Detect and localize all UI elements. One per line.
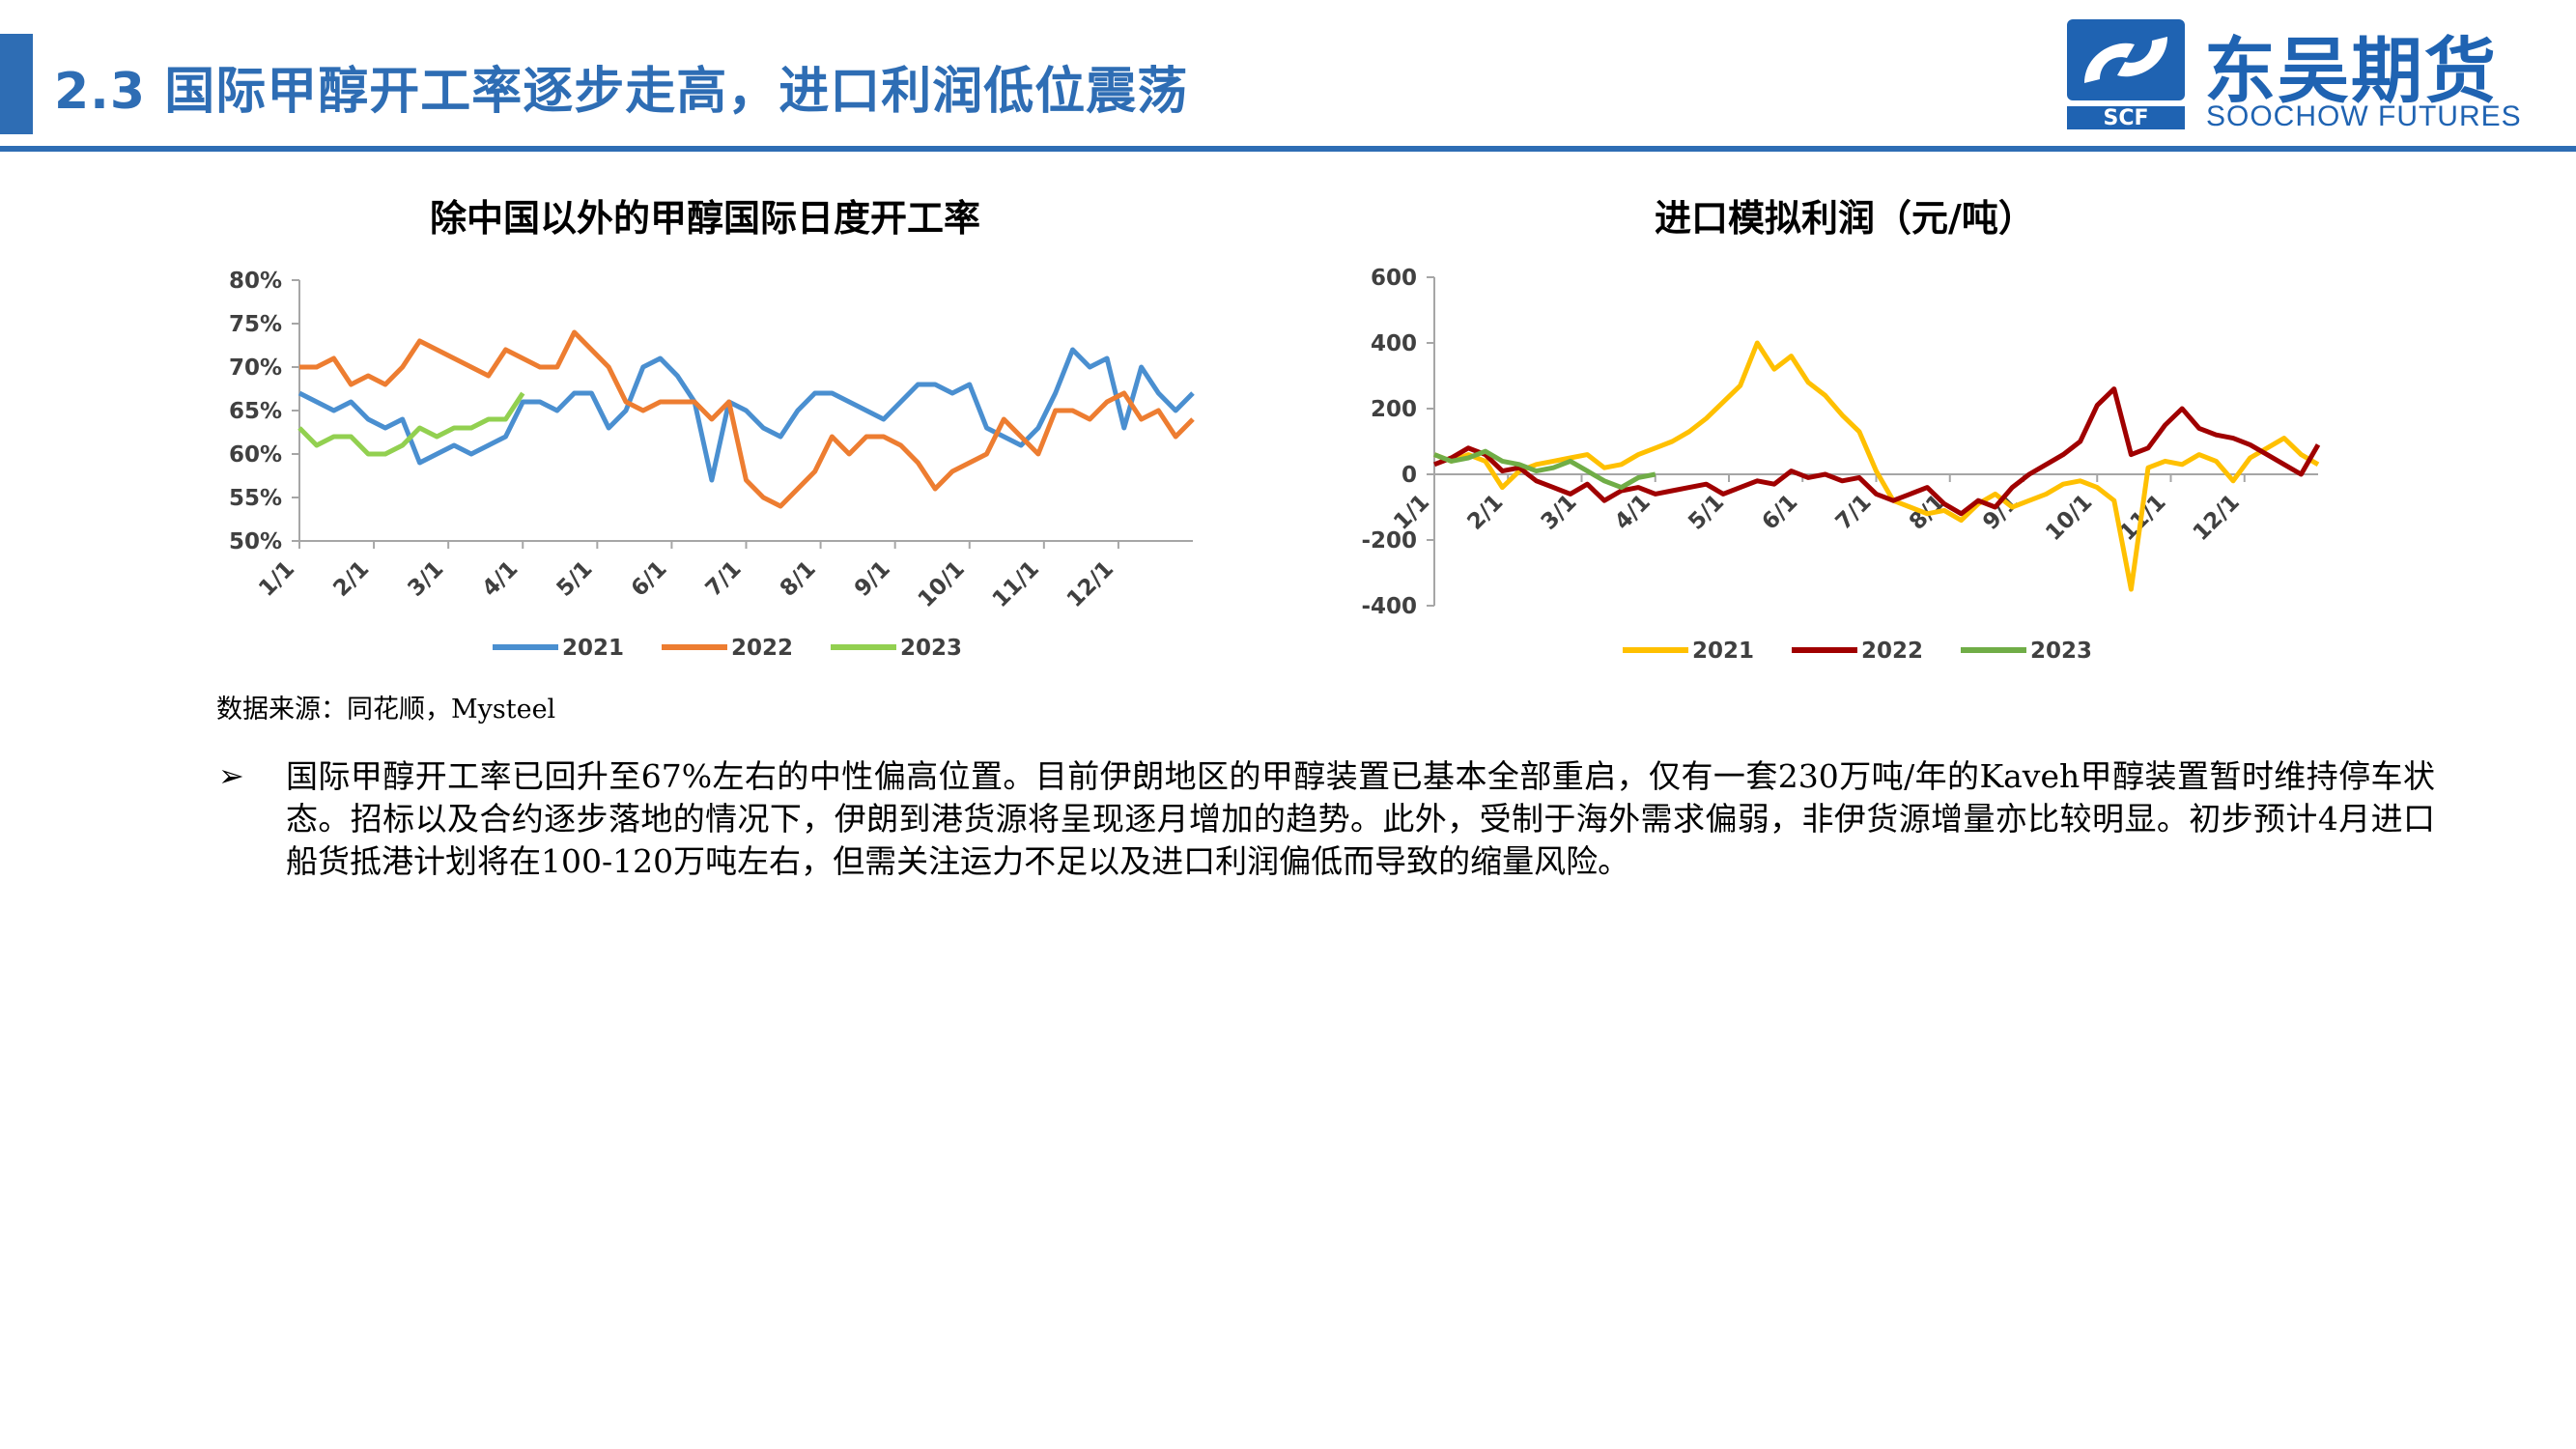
x-tick-label: 12/1 xyxy=(2189,490,2245,546)
legend-label: 2023 xyxy=(900,636,962,661)
y-tick-label: 60% xyxy=(229,442,282,468)
page-title: 2.3 国际甲醇开工率逐步走高，进口利润低位震荡 xyxy=(54,63,1189,121)
arrow-bullet-icon: ➢ xyxy=(218,757,244,794)
y-tick-label: 200 xyxy=(1371,397,1417,422)
series-line-2022 xyxy=(1433,386,2321,517)
title-accent-bar xyxy=(0,34,33,134)
x-tick-label: 9/1 xyxy=(850,556,895,602)
data-source: 数据来源：同花顺，Mysteel xyxy=(216,695,556,724)
y-tick-label: 0 xyxy=(1401,463,1417,488)
x-tick-label: 11/1 xyxy=(988,556,1044,612)
legend-label: 2021 xyxy=(562,636,624,661)
y-tick-label: 65% xyxy=(229,399,282,424)
logo-mark-text: SCF xyxy=(2103,106,2148,130)
y-tick-label: 70% xyxy=(229,355,282,381)
x-tick-label: 6/1 xyxy=(627,556,672,602)
x-tick-label: 6/1 xyxy=(1758,490,1803,535)
scf-logo-icon: SCF xyxy=(2067,19,2185,130)
company-logo: SCF 东吴期货 SOOCHOW FUTURES xyxy=(2067,14,2560,133)
x-tick-label: 10/1 xyxy=(914,556,970,612)
legend-label: 2021 xyxy=(1692,639,1754,664)
y-tick-label: 600 xyxy=(1371,266,1417,291)
series-line-2023 xyxy=(297,391,525,457)
y-tick-label: 50% xyxy=(229,529,282,554)
chart-import-profit: 进口模拟利润（元/吨） 600 400 200 0 -200 -400 1/1 2/1 3/1 4… xyxy=(1333,188,2357,671)
x-tick-label: 5/1 xyxy=(552,556,598,602)
x-tick-label: 7/1 xyxy=(1831,490,1877,535)
logo-chinese-name: 东吴期货 xyxy=(2204,30,2498,113)
x-tick-label: 1/1 xyxy=(254,556,299,602)
chart-operating-rate: 除中国以外的甲醇国际日度开工率 80% 75% 70% 65% 60% 55% 50% 1/1… xyxy=(193,188,1217,671)
x-tick-label: 4/1 xyxy=(1610,490,1656,535)
y-tick-label: 75% xyxy=(229,312,282,337)
legend-label: 2022 xyxy=(731,636,793,661)
y-tick-label: 400 xyxy=(1371,331,1417,356)
x-tick-label: 8/1 xyxy=(776,556,821,602)
x-tick-label: 12/1 xyxy=(1062,556,1118,612)
chart-title: 除中国以外的甲醇国际日度开工率 xyxy=(429,197,980,240)
y-tick-label: -400 xyxy=(1361,594,1417,619)
chart-operating-rate-plot: 80% 75% 70% 65% 60% 55% 50%1/1 2/1 3/1 4/1 5/1 6/1 7… xyxy=(229,269,1195,661)
series-line-2022 xyxy=(299,329,1195,509)
legend-label: 2022 xyxy=(1861,639,1923,664)
x-tick-label: 10/1 xyxy=(2041,490,2097,546)
header-divider xyxy=(0,146,2576,152)
x-tick-label: 3/1 xyxy=(1537,490,1582,535)
x-tick-label: 7/1 xyxy=(701,556,747,602)
chart-title: 进口模拟利润（元/吨） xyxy=(1655,197,2035,240)
series-line-2023 xyxy=(1433,448,1656,491)
x-tick-label: 4/1 xyxy=(478,556,524,602)
series-line-2021 xyxy=(1433,340,2320,592)
y-tick-label: 80% xyxy=(229,269,282,294)
x-tick-label: 5/1 xyxy=(1684,490,1729,535)
x-tick-label: 2/1 xyxy=(1463,490,1509,535)
x-tick-label: 3/1 xyxy=(403,556,448,602)
series-line-2021 xyxy=(297,347,1195,483)
body-paragraph: 国际甲醇开工率已回升至67%左右的中性偏高位置。目前伊朗地区的甲醇装置已基本全部… xyxy=(286,757,2435,880)
y-tick-label: 55% xyxy=(229,486,282,511)
logo-english-name: SOOCHOW FUTURES xyxy=(2206,100,2522,132)
legend-label: 2023 xyxy=(2030,639,2092,664)
x-tick-label: 2/1 xyxy=(328,556,374,602)
y-tick-label: -200 xyxy=(1361,528,1417,554)
